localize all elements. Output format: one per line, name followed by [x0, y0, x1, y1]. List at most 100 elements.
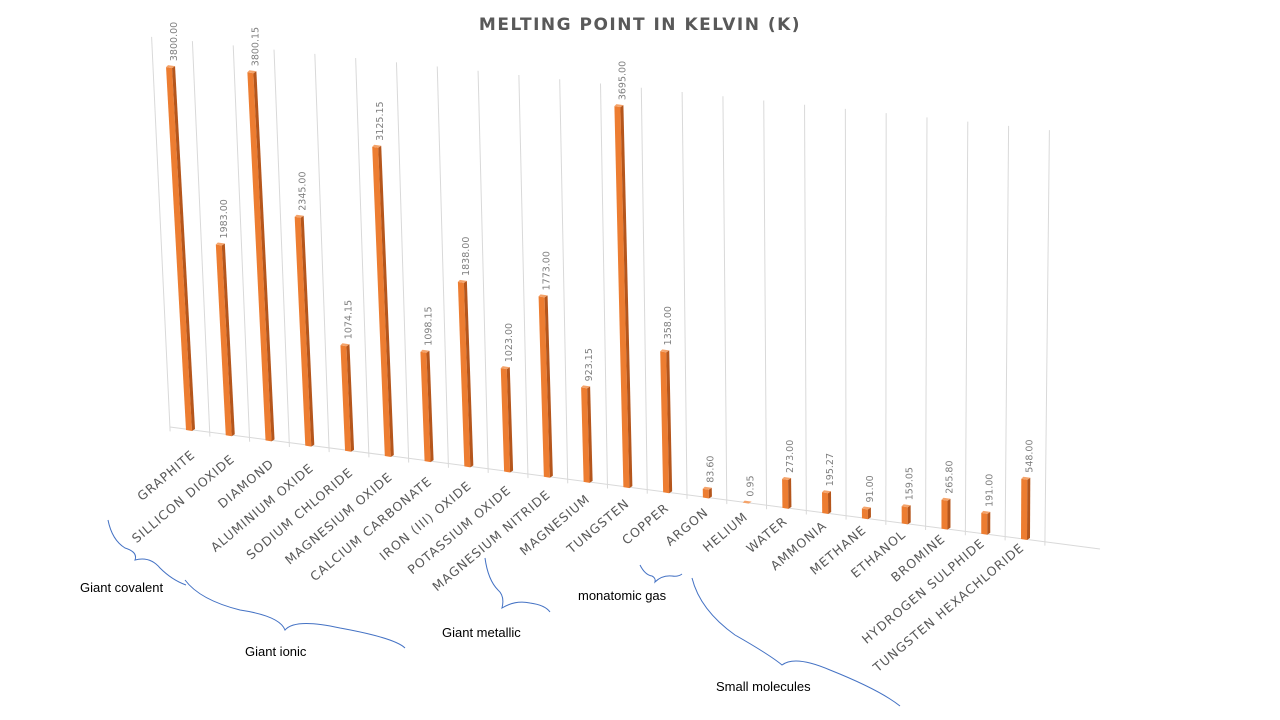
data-label: 273.00: [785, 440, 796, 473]
bar-copper: [660, 349, 673, 494]
brace-giant-ionic: [184, 579, 406, 649]
gridline: [722, 96, 728, 505]
bar-top: [247, 70, 257, 74]
bar-front: [420, 351, 431, 463]
data-label: 1358.00: [663, 306, 674, 345]
bar-side: [346, 344, 355, 452]
bar-bromine: [941, 497, 951, 530]
bar-side: [544, 295, 553, 478]
gridline: [804, 104, 807, 515]
data-label: 3800.15: [250, 27, 261, 66]
bar-front: [660, 351, 670, 494]
bar-front: [742, 502, 749, 504]
bar-front: [215, 244, 232, 437]
bar-hydrogen-sulphide: [981, 510, 991, 535]
data-label: 91.00: [865, 475, 876, 502]
bar-side: [300, 215, 315, 447]
gridline: [640, 87, 648, 494]
data-label: 0.95: [746, 475, 757, 496]
bar-graphite: [166, 65, 195, 431]
data-label: 548.00: [1024, 439, 1035, 472]
data-label: 159.05: [905, 467, 916, 500]
bar-tungsten: [614, 104, 633, 489]
bar-tungsten-hexachloride: [1021, 476, 1031, 540]
bar-side: [748, 501, 752, 504]
bar-front: [457, 281, 471, 468]
bar-front: [702, 488, 709, 499]
annotation-giant-covalent: Giant covalent: [80, 580, 163, 595]
bar-front: [861, 508, 868, 520]
bar-top: [742, 500, 752, 504]
data-label: 1983.00: [219, 199, 230, 238]
gridline: [925, 117, 928, 531]
data-label: 3800.00: [169, 22, 180, 61]
bar-side: [172, 66, 195, 431]
bar-top: [372, 144, 382, 148]
gridline: [1044, 130, 1050, 546]
bar-side: [506, 367, 514, 473]
bar-side: [907, 505, 911, 525]
annotation-monatomic-gas: monatomic gas: [578, 588, 667, 603]
gridline: [964, 121, 969, 536]
bar-side: [947, 498, 951, 530]
bar-side: [620, 105, 633, 489]
bar-magnesium-nitride: [538, 294, 553, 478]
bar-front: [372, 146, 391, 457]
bar-side: [867, 507, 871, 520]
bar-front: [1021, 478, 1028, 540]
gridline: [232, 45, 251, 442]
bar-front: [340, 345, 352, 452]
bar-top: [941, 497, 951, 501]
bar-side: [253, 71, 275, 442]
data-label: 195.27: [825, 453, 836, 486]
bar-front: [538, 296, 550, 478]
bar-calcium-carbonate: [420, 349, 434, 463]
bar-sodium-chloride: [340, 343, 355, 452]
gridline: [681, 91, 688, 499]
bar-top: [340, 343, 350, 347]
bar-front: [901, 506, 908, 525]
gridline: [273, 49, 290, 447]
bar-side: [666, 350, 673, 494]
brace-monatomic-gas: [639, 564, 683, 584]
data-label: 3695.00: [617, 61, 628, 100]
gridline: [355, 58, 370, 458]
bar-top: [166, 65, 176, 69]
bar-potassium-oxide: [500, 366, 514, 473]
bar-side: [1027, 477, 1031, 540]
annotation-giant-metallic: Giant metallic: [442, 625, 521, 640]
bar-top: [821, 490, 831, 494]
gridline: [559, 79, 569, 484]
bar-side: [708, 487, 712, 499]
bar-top: [614, 104, 624, 108]
data-label: 1838.00: [461, 237, 472, 276]
data-label: 1023.00: [504, 323, 515, 362]
gridline: [518, 75, 529, 479]
chart-title: MELTING POINT IN KELVIN (K): [479, 15, 801, 35]
bar-front: [581, 387, 590, 483]
brace-giant-covalent: [107, 519, 187, 586]
bar-front: [247, 72, 272, 442]
data-label: 1074.15: [343, 300, 354, 339]
data-label: 3125.15: [375, 101, 386, 140]
gridline: [844, 108, 847, 520]
bar-front: [941, 499, 948, 530]
bar-top: [1021, 476, 1031, 480]
bar-top: [901, 504, 911, 508]
bar-top: [457, 279, 467, 283]
gridline: [395, 62, 410, 463]
bar-top: [500, 366, 510, 370]
bar-iron-iii-oxide: [457, 279, 474, 468]
bar-front: [294, 216, 312, 447]
gridline: [763, 100, 768, 510]
bar-side: [463, 280, 474, 468]
bar-top: [660, 349, 670, 353]
data-label: 83.60: [706, 456, 717, 483]
bar-magnesium-oxide: [372, 144, 394, 457]
brace-giant-metallic: [484, 557, 551, 613]
bar-top: [538, 294, 548, 298]
bar-top: [294, 214, 304, 218]
bar-front: [981, 512, 988, 535]
bar-side: [426, 350, 434, 463]
